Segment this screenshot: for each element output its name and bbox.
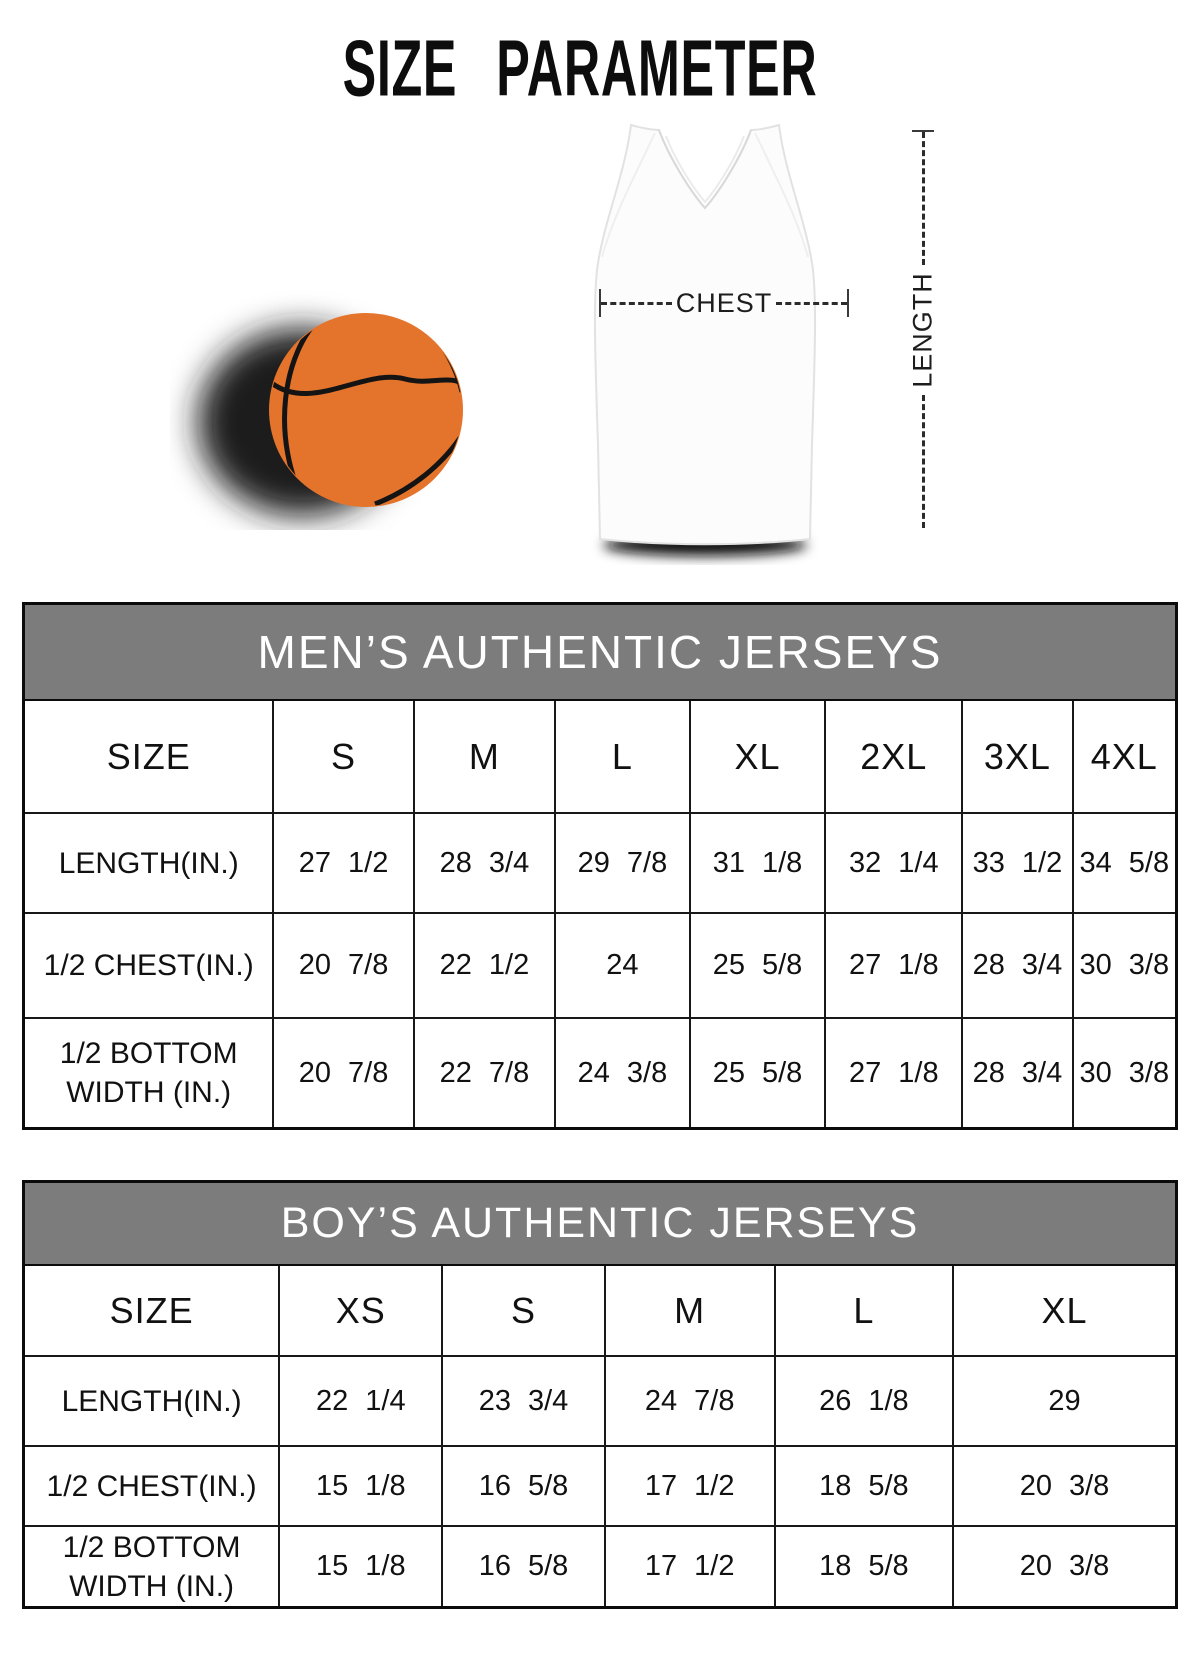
measurement-row: 1/2 CHEST(IN.) 15 1/8 16 5/8 17 1/2 18 5/8 20…	[25, 1445, 1175, 1527]
size-column-header: L	[554, 701, 691, 814]
size-value-cell: 33 1/2	[961, 812, 1074, 914]
size-value-cell: 16 5/8	[441, 1445, 606, 1527]
jersey-seam-left	[601, 132, 656, 258]
size-corner-header: SIZE	[25, 701, 275, 814]
measurement-row: 1/2 CHEST(IN.) 20 7/8 22 1/2 24 25 5/8 27 1/8…	[25, 912, 1175, 1019]
basketball-body	[269, 313, 463, 507]
size-value-cell: 24 3/8	[554, 1017, 691, 1127]
jersey-icon	[593, 123, 817, 556]
size-corner-header: SIZE	[25, 1266, 281, 1357]
size-value-cell: 29 7/8	[554, 812, 691, 914]
size-value-cell: 29	[952, 1355, 1175, 1447]
size-column-header: XL	[952, 1266, 1175, 1357]
size-value-cell: 27 1/2	[272, 812, 415, 914]
measurement-row: LENGTH(IN.) 22 1/4 23 3/4 24 7/8 26 1/8 29	[25, 1355, 1175, 1447]
size-value-cell: 28 3/4	[961, 912, 1074, 1019]
measurement-row-label: 1/2 CHEST(IN.)	[25, 1445, 281, 1527]
size-column-header: 3XL	[961, 701, 1074, 814]
chest-label: CHEST	[675, 287, 773, 318]
length-label: LENGTH	[907, 272, 938, 388]
size-column-header: L	[773, 1266, 955, 1357]
length-dash-bottom	[921, 395, 925, 528]
length-dash-top	[921, 132, 925, 265]
size-column-header: S	[272, 701, 415, 814]
size-value-cell: 15 1/8	[278, 1525, 444, 1606]
size-value-cell: 31 1/8	[688, 812, 827, 914]
measurement-figure: CHEST LENGTH	[0, 100, 1200, 580]
size-value-cell: 24 7/8	[603, 1355, 776, 1447]
size-value-cell: 26 1/8	[773, 1355, 955, 1447]
size-header-row: SIZE S M L XL 2XL 3XL 4XL	[25, 701, 1175, 814]
boys-size-table: SIZE XS S M L XL LENGTH(IN.) 22 1/4 23 3/4 24 7/8…	[25, 1266, 1175, 1606]
jersey-seam-right	[754, 132, 809, 258]
measurement-row-label: 1/2 BOTTOM WIDTH (IN.)	[25, 1525, 281, 1606]
size-value-cell: 28 3/4	[412, 812, 557, 914]
page-title: SIZE PARAMETER	[342, 23, 818, 113]
size-column-header: 4XL	[1071, 701, 1175, 814]
size-value-cell: 20 7/8	[272, 912, 415, 1019]
measurement-row: 1/2 BOTTOM WIDTH (IN.) 15 1/8 16 5/8 17 1/2…	[25, 1525, 1175, 1606]
size-column-header: 2XL	[824, 701, 964, 814]
size-value-cell: 25 5/8	[688, 1017, 827, 1127]
mens-size-table: SIZE S M L XL 2XL 3XL 4XL LENGTH(IN.) 27 1/2 28 3/…	[25, 701, 1175, 1127]
size-value-cell: 28 3/4	[961, 1017, 1074, 1127]
size-value-cell: 17 1/2	[603, 1445, 776, 1527]
size-value-cell: 23 3/4	[441, 1355, 606, 1447]
chest-dash-left	[601, 301, 672, 305]
boys-jerseys-section: BOY’S AUTHENTIC JERSEYS SIZE XS S M L XL LENGT…	[22, 1180, 1178, 1609]
size-value-cell: 20 7/8	[272, 1017, 415, 1127]
chest-dash-right	[776, 301, 848, 305]
boys-table-title: BOY’S AUTHENTIC JERSEYS	[25, 1183, 1175, 1266]
size-value-cell: 34 5/8	[1071, 812, 1175, 914]
measurement-row: 1/2 BOTTOM WIDTH (IN.) 20 7/8 22 7/8 24 3/8…	[25, 1017, 1175, 1127]
measurement-row-label: 1/2 CHEST(IN.)	[25, 912, 275, 1019]
size-value-cell: 15 1/8	[278, 1445, 444, 1527]
size-value-cell: 18 5/8	[773, 1445, 955, 1527]
length-tick-top	[912, 130, 934, 132]
size-column-header: XL	[688, 701, 827, 814]
measurement-row-label: LENGTH(IN.)	[25, 812, 275, 914]
size-value-cell: 30 3/8	[1071, 1017, 1175, 1127]
size-value-cell: 20 3/8	[952, 1445, 1175, 1527]
mens-table-title: MEN’S AUTHENTIC JERSEYS	[25, 605, 1175, 701]
jersey-collar-line	[658, 129, 752, 210]
chest-tick-left	[599, 289, 601, 317]
size-value-cell: 27 1/8	[824, 912, 964, 1019]
size-value-cell: 22 7/8	[412, 1017, 557, 1127]
size-value-cell: 16 5/8	[441, 1525, 606, 1606]
measurement-row-label: LENGTH(IN.)	[25, 1355, 281, 1447]
length-measure-line: LENGTH	[908, 130, 938, 528]
size-value-cell: 20 3/8	[952, 1525, 1175, 1606]
size-value-cell: 18 5/8	[773, 1525, 955, 1606]
measurement-row-label: 1/2 BOTTOM WIDTH (IN.)	[25, 1017, 275, 1127]
chest-tick-right	[847, 289, 850, 317]
size-value-cell: 30 3/8	[1071, 912, 1175, 1019]
size-column-header: M	[603, 1266, 776, 1357]
chest-measure-line: CHEST	[599, 287, 850, 318]
measurement-row: LENGTH(IN.) 27 1/2 28 3/4 29 7/8 31 1/8 32 1/…	[25, 812, 1175, 914]
size-column-header: XS	[278, 1266, 444, 1357]
size-value-cell: 32 1/4	[824, 812, 964, 914]
mens-jerseys-section: MEN’S AUTHENTIC JERSEYS SIZE S M L XL 2XL 3XL 4…	[22, 602, 1178, 1130]
length-label-wrap: LENGTH	[908, 265, 938, 395]
size-column-header: S	[441, 1266, 606, 1357]
size-value-cell: 17 1/2	[603, 1525, 776, 1606]
basketball-icon	[198, 313, 463, 516]
size-value-cell: 22 1/2	[412, 912, 557, 1019]
size-value-cell: 27 1/8	[824, 1017, 964, 1127]
size-value-cell: 25 5/8	[688, 912, 827, 1019]
size-header-row: SIZE XS S M L XL	[25, 1266, 1175, 1357]
jersey-collar-inner	[665, 135, 745, 204]
size-column-header: M	[412, 701, 557, 814]
size-value-cell: 24	[554, 912, 691, 1019]
size-value-cell: 22 1/4	[278, 1355, 444, 1447]
